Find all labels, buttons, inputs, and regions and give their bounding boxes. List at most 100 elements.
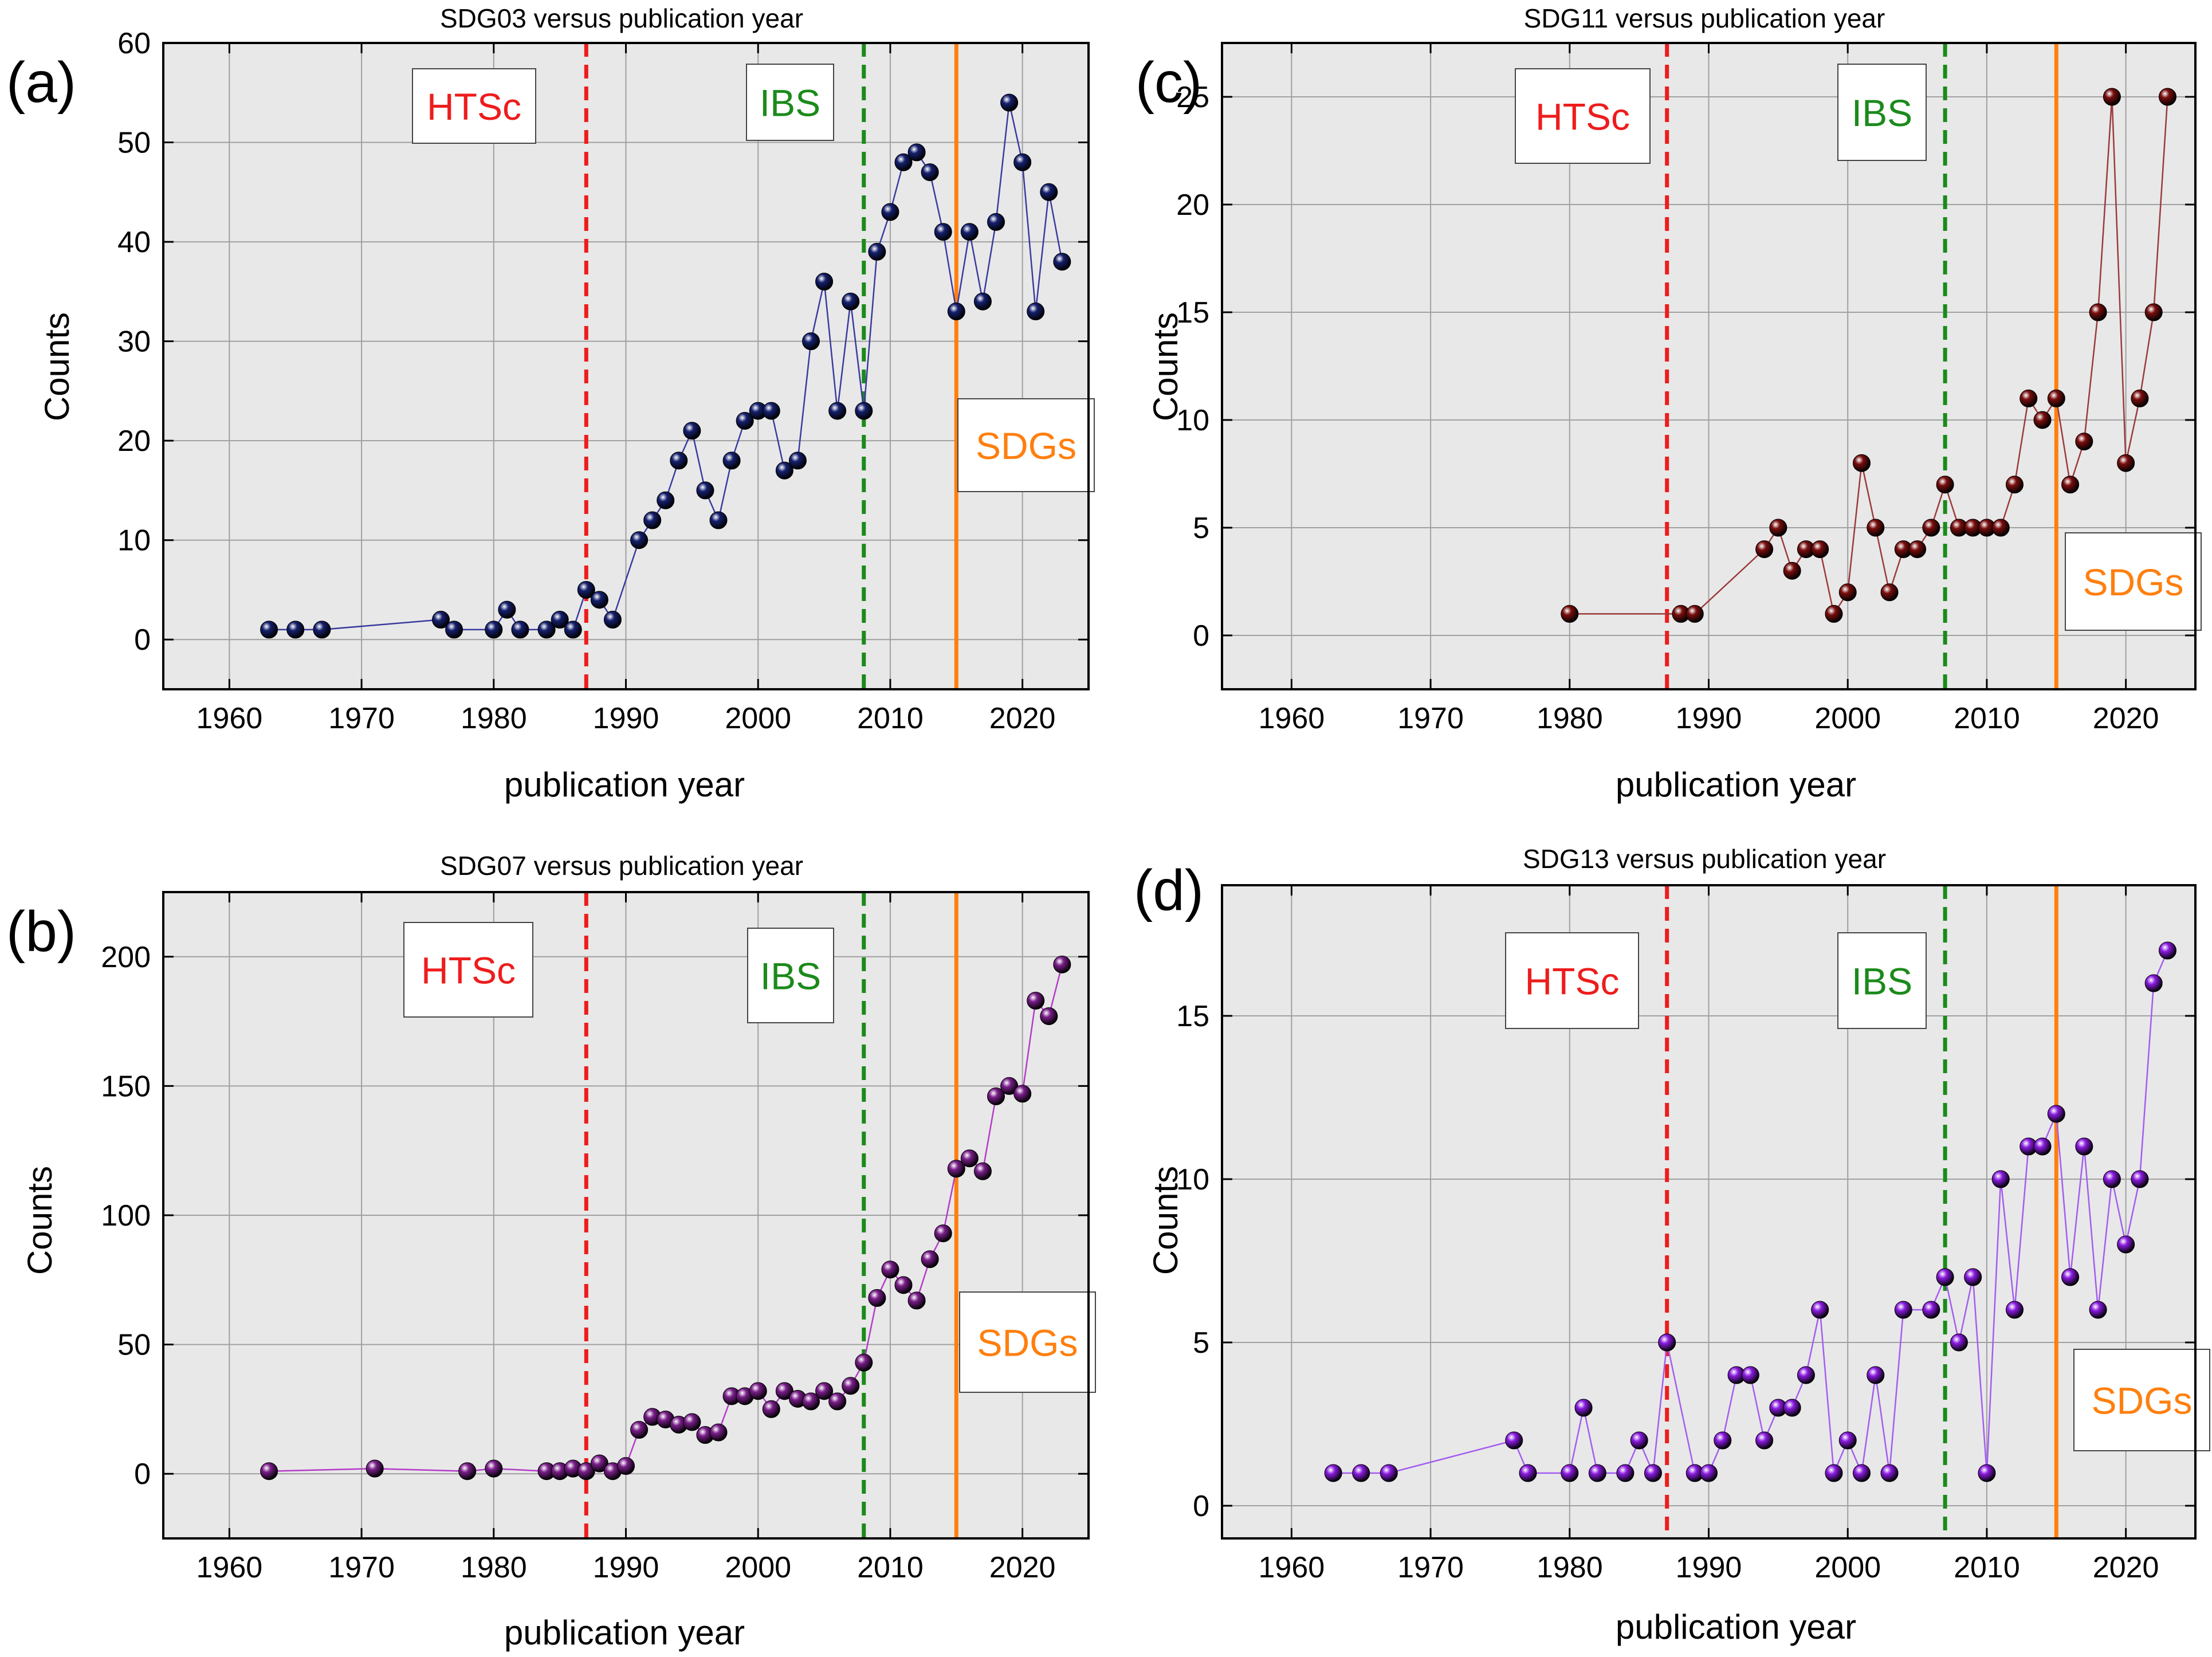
- y-tick-label: 60: [117, 27, 151, 60]
- x-tick-label: 1970: [1397, 1551, 1464, 1584]
- data-point: [828, 402, 847, 420]
- data-point: [260, 1462, 278, 1481]
- panel-label: (d): [1134, 858, 1204, 922]
- data-point: [1825, 1464, 1843, 1482]
- data-point: [458, 1462, 477, 1481]
- panel-b: 1960 1970 1980 1990 2000 2010 2020 0 50 100 150 200…: [6, 851, 1096, 1652]
- data-point: [1852, 1464, 1871, 1482]
- data-point: [603, 611, 622, 629]
- data-point: [1519, 1464, 1537, 1482]
- y-axis-label: Counts: [21, 1166, 59, 1275]
- x-axis-label: publication year: [1616, 765, 1856, 804]
- data-point: [1797, 1366, 1815, 1384]
- data-point: [432, 611, 450, 629]
- x-tick-label: 1980: [1537, 1551, 1603, 1584]
- data-point: [842, 292, 860, 311]
- y-tick-label: 5: [1193, 512, 1209, 545]
- data-point: [1811, 1301, 1829, 1319]
- data-point: [881, 1261, 899, 1279]
- annotation-box-htsc: [412, 68, 536, 144]
- x-tick-label: 1990: [1676, 702, 1742, 735]
- annotation-box-sdgs: [2073, 1349, 2210, 1451]
- annotation-box-htsc: [1505, 932, 1639, 1029]
- x-tick-label: 1980: [461, 702, 527, 735]
- annotation-htsc: HTSc: [1535, 96, 1630, 138]
- data-point: [2075, 433, 2093, 451]
- y-tick-label: 5: [1193, 1326, 1209, 1360]
- data-point: [1991, 1170, 2010, 1188]
- annotation-htsc: HTSc: [421, 949, 516, 992]
- data-point: [696, 481, 714, 500]
- data-point: [445, 621, 463, 639]
- data-point: [855, 402, 873, 420]
- data-point: [815, 1382, 834, 1400]
- y-tick-label: 10: [1176, 404, 1209, 437]
- data-point: [1700, 1464, 1718, 1482]
- x-tick-label: 2010: [1954, 702, 2020, 735]
- data-point: [683, 422, 701, 440]
- plot-frame: [162, 42, 1090, 690]
- data-point: [894, 153, 913, 171]
- x-axis-label: publication year: [504, 765, 745, 804]
- panel-label: (c): [1136, 50, 1203, 115]
- data-point: [1783, 562, 1801, 580]
- data-point: [2103, 88, 2121, 106]
- annotation-ibs: IBS: [1852, 92, 1912, 134]
- x-tick-label: 2020: [989, 1551, 1056, 1584]
- data-point: [1991, 519, 2010, 537]
- y-axis-label: Counts: [38, 312, 76, 421]
- x-tick-label: 1970: [328, 702, 395, 735]
- data-point: [881, 203, 899, 221]
- data-point: [987, 213, 1005, 231]
- data-point: [2005, 476, 2024, 494]
- data-point: [1714, 1431, 1732, 1450]
- data-point: [1380, 1464, 1398, 1482]
- annotation-box-ibs: [747, 928, 834, 1023]
- x-axis-label: publication year: [504, 1613, 745, 1652]
- data-point: [1867, 1366, 1885, 1384]
- data-point: [1922, 1301, 1940, 1319]
- data-point: [709, 511, 728, 529]
- data-point: [947, 1160, 965, 1178]
- x-tick-label: 1960: [197, 702, 263, 735]
- data-point: [577, 1462, 595, 1481]
- data-point: [934, 1224, 952, 1243]
- annotation-sdgs: SDGs: [976, 425, 1076, 467]
- data-point: [749, 1382, 767, 1400]
- data-point: [590, 591, 608, 609]
- data-point: [313, 621, 331, 639]
- y-tick-label: 10: [1176, 1163, 1209, 1196]
- y-tick-label: 0: [134, 623, 151, 657]
- annotation-box-sdgs: [2065, 532, 2202, 631]
- data-point: [775, 461, 793, 480]
- data-point: [2033, 411, 2052, 429]
- y-tick-label: 0: [134, 1458, 151, 1491]
- data-point: [934, 223, 952, 241]
- data-point: [2131, 1170, 2149, 1188]
- data-point: [1630, 1431, 1648, 1450]
- data-point: [1894, 1301, 1912, 1319]
- data-point: [286, 621, 305, 639]
- data-point: [537, 621, 556, 639]
- data-point: [868, 1289, 886, 1307]
- data-point: [1561, 1464, 1579, 1482]
- chart-title: SDG13 versus publication year: [1523, 844, 1886, 874]
- data-point: [2144, 303, 2163, 321]
- y-tick-label: 20: [1176, 189, 1209, 222]
- data-point: [736, 411, 754, 430]
- y-tick-label: 100: [101, 1199, 151, 1232]
- x-tick-label: 2020: [2093, 1551, 2159, 1584]
- data-point: [1040, 183, 1058, 201]
- data-point: [1324, 1464, 1342, 1482]
- data-point: [1880, 1464, 1899, 1482]
- data-point: [260, 621, 278, 639]
- annotation-htsc: HTSc: [1525, 960, 1620, 1003]
- data-point: [1769, 519, 1787, 537]
- data-point: [907, 143, 926, 162]
- x-tick-label: 2000: [1814, 702, 1881, 735]
- annotation-sdgs: SDGs: [977, 1322, 1078, 1364]
- x-tick-label: 1960: [197, 1551, 263, 1584]
- x-tick-label: 1960: [1259, 702, 1325, 735]
- data-point: [1838, 583, 1857, 602]
- data-point: [973, 292, 992, 311]
